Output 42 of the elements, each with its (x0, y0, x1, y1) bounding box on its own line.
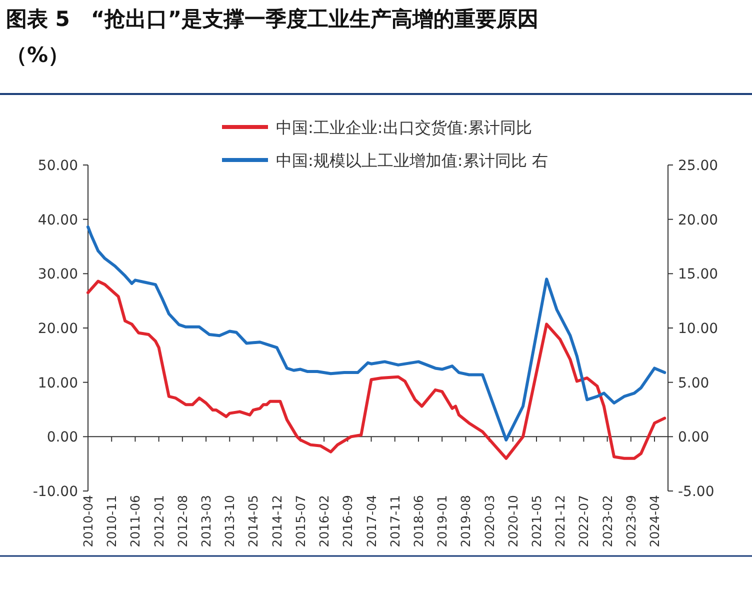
x-tick-label: 2017-04 (364, 494, 379, 548)
x-tick-label: 2017-11 (387, 495, 402, 548)
x-tick-label: 2016-09 (340, 494, 356, 548)
x-tick-label: 2010-11 (104, 495, 120, 548)
x-tick-label: 2023-02 (600, 495, 615, 548)
x-tick-label: 2013-03 (198, 495, 214, 548)
y-tick-label: 50.00 (38, 158, 78, 174)
x-tick-label: 2014-12 (269, 495, 284, 548)
y2-tick-label: 25.00 (678, 158, 718, 174)
x-tick-label: 2016-02 (316, 495, 332, 548)
legend-label: 中国:工业企业:出口交货值:累计同比 (276, 118, 532, 137)
y2-tick-label: 10.00 (678, 321, 718, 337)
y-tick-label: -10.00 (32, 484, 78, 500)
y-tick-label: 10.00 (38, 375, 78, 392)
x-tick-label: 2011-06 (128, 494, 143, 548)
x-tick-label: 2021-05 (528, 495, 544, 548)
x-tick-label: 2024-04 (647, 494, 662, 548)
y-tick-label: 30.00 (38, 266, 78, 283)
x-tick-label: 2021-12 (552, 495, 568, 548)
x-tick-label: 2010-04 (80, 494, 96, 548)
y-tick-label: 0.00 (46, 430, 78, 446)
legend-label: 中国:规模以上工业增加值:累计同比 右 (276, 151, 548, 170)
y-tick-label: 40.00 (38, 212, 78, 228)
y2-tick-label: 20.00 (678, 212, 718, 228)
y2-tick-label: -5.00 (678, 484, 714, 500)
x-tick-label: 2015-07 (292, 495, 308, 548)
x-tick-label: 2023-09 (623, 494, 638, 548)
x-tick-label: 2020-03 (482, 495, 497, 548)
y-tick-label: 20.00 (38, 321, 78, 337)
x-tick-label: 2020-10 (505, 494, 520, 548)
x-tick-label: 2018-06 (410, 494, 426, 548)
chart-title: 图表 5 “抢出口”是支撑一季度工业生产高增的重要原因（%） (6, 7, 539, 67)
x-tick-label: 2019-01 (434, 495, 450, 548)
x-tick-label: 2019-08 (458, 494, 474, 548)
y2-tick-label: 15.00 (678, 266, 718, 283)
x-tick-label: 2014-05 (246, 495, 261, 548)
x-tick-label: 2013-10 (222, 494, 238, 548)
y2-tick-label: 5.00 (678, 375, 710, 392)
x-tick-label: 2022-07 (576, 495, 592, 548)
x-tick-label: 2012-08 (174, 494, 190, 548)
x-tick-label: 2012-01 (151, 495, 166, 548)
y2-tick-label: 0.00 (678, 430, 710, 446)
